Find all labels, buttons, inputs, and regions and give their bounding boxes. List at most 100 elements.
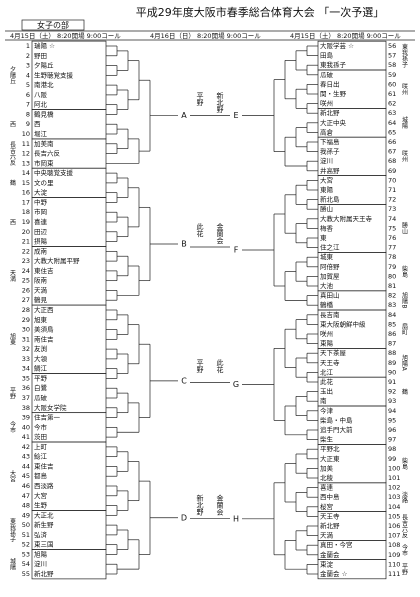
team-number: 58 xyxy=(388,61,396,69)
team-name: 東大阪朝鮮中級 xyxy=(320,319,366,328)
team-number: 110 xyxy=(388,560,400,568)
team-number: 71 xyxy=(388,186,396,194)
team-name: 加美南 xyxy=(34,139,54,148)
team-name: 北江 xyxy=(320,368,334,376)
team-name: 大領 xyxy=(34,354,48,363)
team-name: 此花 xyxy=(320,377,334,386)
team-name: 真田・今宮 xyxy=(320,540,353,549)
team-number: 45 xyxy=(22,472,30,480)
team-name: 東陽 xyxy=(320,185,334,194)
team-name: 都島 xyxy=(34,471,48,480)
team-number: 53 xyxy=(22,550,30,558)
division-box xyxy=(21,19,85,31)
date: 4月15日（土） 8:20開場 9:00コール xyxy=(10,31,121,40)
team-number: 68 xyxy=(388,157,396,165)
group-label: 鶴 xyxy=(9,179,16,187)
block-winner: 此花 xyxy=(196,222,204,238)
team-number: 31 xyxy=(22,335,30,343)
team-number: 50 xyxy=(22,521,30,529)
team-number: 94 xyxy=(388,407,396,415)
team-name: 南港北 xyxy=(34,80,54,89)
team-number: 63 xyxy=(388,109,396,117)
team-number: 89 xyxy=(388,359,396,367)
team-number: 59 xyxy=(388,71,396,79)
team-number: 37 xyxy=(22,394,30,402)
group-label: 平野 xyxy=(9,387,16,399)
team-name: 大宮 xyxy=(34,491,47,500)
team-number: 99 xyxy=(388,455,396,463)
group-box xyxy=(317,559,387,580)
block-winner: 新北野 xyxy=(216,91,224,113)
team-name: 玉出 xyxy=(320,387,333,396)
team-number: 60 xyxy=(388,80,396,88)
team-number: 10 xyxy=(22,130,30,138)
block-winner: 新北野 xyxy=(196,493,204,515)
team-name: 生野 xyxy=(34,501,48,510)
team-name: 西中島 xyxy=(320,492,340,501)
team-name: 天下茶屋 xyxy=(320,348,347,357)
team-number: 40 xyxy=(22,423,30,431)
group-label: 平野 xyxy=(401,563,408,575)
team-name: 城東 xyxy=(320,252,334,261)
team-number: 27 xyxy=(22,296,30,304)
team-name: 鯛江 xyxy=(34,364,48,373)
team-number: 86 xyxy=(388,330,396,338)
group-label: 柴島 xyxy=(401,457,408,471)
group-label: 旭陽A xyxy=(401,354,408,372)
team-name: 北稜 xyxy=(320,473,334,482)
team-number: 79 xyxy=(388,263,396,271)
team-name: 大宮 xyxy=(320,175,333,184)
division: 女子の部 xyxy=(37,20,69,30)
team-name: 西 xyxy=(34,120,41,128)
team-number: 57 xyxy=(388,52,396,60)
team-name: 大正西 xyxy=(34,305,54,314)
team-name: 瓜破 xyxy=(320,70,334,79)
team-number: 25 xyxy=(22,277,30,285)
team-number: 67 xyxy=(388,148,396,156)
group-label: 西 xyxy=(9,219,16,226)
team-name: 瓜破 xyxy=(34,393,48,402)
team-name: 下福島 xyxy=(320,137,340,146)
team-number: 43 xyxy=(22,453,30,461)
team-number: 65 xyxy=(388,128,396,136)
team-number: 24 xyxy=(22,267,30,275)
team-number: 100 xyxy=(388,464,400,472)
team-number: 52 xyxy=(22,541,30,549)
team-number: 72 xyxy=(388,196,396,204)
team-number: 78 xyxy=(388,253,396,261)
team-number: 20 xyxy=(22,228,30,236)
block-letter: E xyxy=(233,111,238,120)
team-number: 83 xyxy=(388,301,396,309)
team-number: 4 xyxy=(26,71,30,79)
group-label: 旭東 xyxy=(9,333,16,347)
team-name: 高倉 xyxy=(320,127,334,136)
team-number: 54 xyxy=(22,560,30,568)
team-name: 大阪学芸 ☆ xyxy=(320,41,354,50)
team-number: 109 xyxy=(388,551,400,559)
team-name: 中野 xyxy=(34,197,48,206)
team-number: 46 xyxy=(22,482,30,490)
team-name: 瑞陽 ☆ xyxy=(34,41,55,50)
team-name: 大教大附属天王寺 xyxy=(320,214,373,223)
title: 平成29年度大阪市春季総合体育大会 「一次予選」 xyxy=(136,5,385,19)
team-number: 15 xyxy=(22,179,30,187)
team-name: 東淀 xyxy=(320,559,334,568)
team-name: 阿北 xyxy=(34,100,48,109)
team-number: 41 xyxy=(22,433,30,441)
team-name: 鯰江 xyxy=(34,452,48,461)
team-name: 平野 xyxy=(34,374,48,382)
team-number: 8 xyxy=(26,110,30,118)
team-number: 17 xyxy=(22,198,30,206)
group-label: 柴島 xyxy=(401,265,408,279)
team-name: 文の里 xyxy=(34,178,54,187)
team-name: 鶴橋 xyxy=(320,300,334,309)
team-name: 平野北 xyxy=(320,445,340,453)
team-number: 104 xyxy=(388,503,400,511)
team-name: 東三国 xyxy=(34,540,54,549)
team-number: 95 xyxy=(388,416,396,424)
team-name: 市岡東 xyxy=(34,158,54,167)
team-number: 5 xyxy=(26,81,30,89)
group-label: 東我孫子 xyxy=(401,43,408,68)
block-letter: F xyxy=(234,246,239,255)
